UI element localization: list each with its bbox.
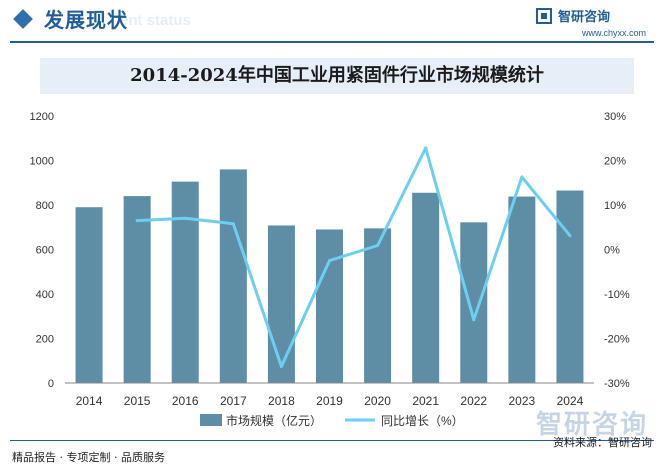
x-tick-label-2016: 2016	[172, 394, 199, 408]
bar-2015	[123, 196, 151, 383]
x-tick-label-2018: 2018	[268, 394, 295, 408]
growth-point-2015	[135, 219, 139, 223]
bar-2014	[75, 207, 103, 383]
growth-point-2022	[472, 318, 476, 322]
growth-point-2021	[424, 146, 428, 150]
bar-2019	[316, 229, 343, 383]
legend-label-line: 同比增长（%）	[381, 414, 464, 428]
growth-point-2019	[328, 259, 331, 263]
footer-source: 资料来源：智研咨询	[553, 436, 652, 449]
x-tick-label-2020: 2020	[364, 394, 391, 408]
bar-2024	[556, 190, 584, 383]
bar-2022	[460, 222, 488, 383]
y-tick-label-2: 400	[36, 289, 54, 301]
chart-title: 2014-2024年中国工业用紧固件行业市场规模统计	[130, 65, 544, 86]
y-tick-label-0: 0	[48, 378, 54, 390]
y-tick-label-3: 600	[36, 245, 54, 257]
x-tick-label-2014: 2014	[76, 394, 103, 408]
x-tick-label-2023: 2023	[509, 394, 536, 408]
header: ent status 发展现状 智研咨询 www.chyxx.com	[0, 0, 664, 43]
section-subtitle: ent status	[120, 12, 191, 29]
x-tick-label-2017: 2017	[220, 394, 247, 408]
bar-2016	[171, 181, 199, 383]
y2-tick-label-6: 30%	[604, 111, 626, 123]
footer-divider	[10, 440, 654, 441]
bar-2021	[412, 192, 440, 383]
x-tick-label-2019: 2019	[316, 394, 343, 408]
legend-swatch-bar	[200, 414, 222, 426]
legend-label-bar: 市场规模（亿元）	[226, 413, 322, 428]
x-tick-label-2022: 2022	[460, 394, 487, 408]
footer-watermark: 智研咨询	[535, 410, 648, 440]
growth-point-2024	[568, 234, 572, 238]
growth-point-2016	[183, 216, 187, 220]
header-divider	[10, 41, 654, 43]
brand-logo-icon	[536, 8, 552, 24]
bar-2017	[219, 169, 247, 383]
x-tick-label-2021: 2021	[412, 394, 439, 408]
footer-slogan: 精品报告 · 专项定制 · 品质服务	[12, 451, 165, 464]
growth-point-2023	[520, 175, 524, 179]
brand-block: 智研咨询 www.chyxx.com	[536, 6, 646, 42]
y2-tick-label-4: 10%	[604, 200, 626, 212]
y-tick-label-6: 1200	[30, 111, 54, 123]
y2-tick-label-2: -10%	[604, 289, 630, 301]
growth-line	[137, 146, 572, 368]
bar-2020	[364, 228, 392, 383]
y-tick-label-5: 1000	[30, 156, 54, 168]
y-tick-label-4: 800	[36, 200, 54, 212]
growth-point-2020	[376, 243, 380, 247]
y-tick-label-1: 200	[36, 334, 54, 346]
y2-tick-label-5: 20%	[604, 156, 626, 168]
y2-tick-label-0: -30%	[604, 378, 630, 390]
brand-url: www.chyxx.com	[581, 28, 646, 38]
bar-2018	[267, 225, 295, 383]
x-tick-label-2024: 2024	[557, 394, 584, 408]
y2-tick-label-1: -20%	[604, 334, 630, 346]
growth-point-2017	[231, 222, 235, 226]
x-tick-label-2015: 2015	[124, 394, 151, 408]
chart-title-box: 2014-2024年中国工业用紧固件行业市场规模统计	[40, 58, 634, 94]
bar-2023	[508, 196, 536, 383]
brand-name: 智研咨询	[558, 10, 611, 25]
y2-tick-label-3: 0%	[604, 245, 620, 257]
growth-point-2018	[279, 365, 283, 369]
section-title: 发展现状	[44, 8, 128, 32]
